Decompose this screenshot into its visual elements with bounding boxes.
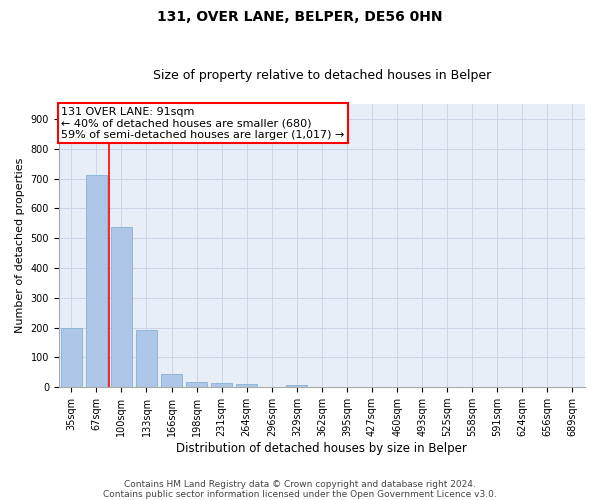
Bar: [211, 383, 232, 387]
Text: 131 OVER LANE: 91sqm
← 40% of detached houses are smaller (680)
59% of semi-deta: 131 OVER LANE: 91sqm ← 40% of detached h…: [61, 107, 345, 140]
Bar: [161, 374, 182, 387]
Y-axis label: Number of detached properties: Number of detached properties: [15, 158, 25, 334]
Bar: [86, 174, 107, 387]
Title: Size of property relative to detached houses in Belper: Size of property relative to detached ho…: [153, 69, 491, 82]
Bar: [136, 330, 157, 387]
Text: 131, OVER LANE, BELPER, DE56 0HN: 131, OVER LANE, BELPER, DE56 0HN: [157, 10, 443, 24]
Bar: [286, 385, 307, 387]
Bar: [61, 328, 82, 387]
Bar: [186, 382, 207, 387]
Bar: [236, 384, 257, 387]
Bar: [111, 227, 132, 387]
X-axis label: Distribution of detached houses by size in Belper: Distribution of detached houses by size …: [176, 442, 467, 455]
Text: Contains HM Land Registry data © Crown copyright and database right 2024.
Contai: Contains HM Land Registry data © Crown c…: [103, 480, 497, 499]
